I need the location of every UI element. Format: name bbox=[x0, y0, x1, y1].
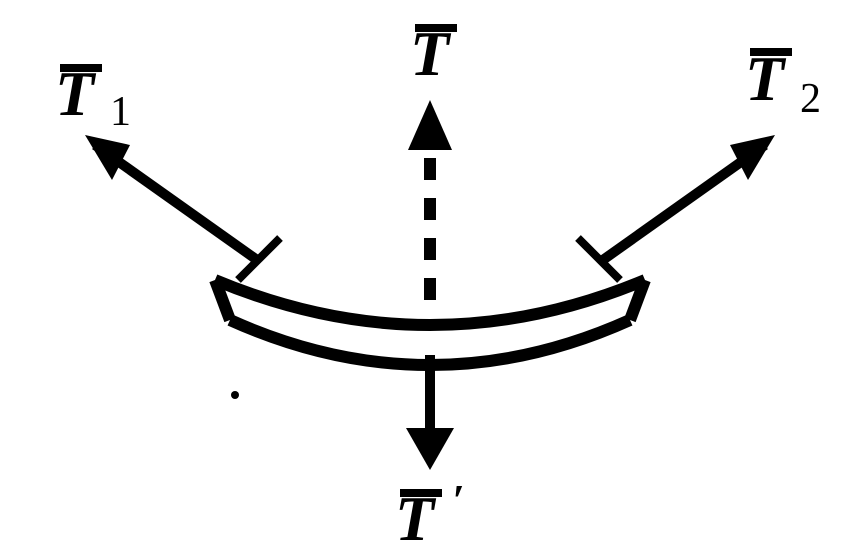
label-T-up: T bbox=[410, 18, 457, 89]
label-T2-sub: 2 bbox=[800, 76, 821, 122]
arrow-T2 bbox=[578, 135, 775, 280]
arrow-T1-head bbox=[85, 135, 130, 180]
label-T-prime-tick: ′ bbox=[452, 476, 464, 525]
arrow-T1 bbox=[85, 135, 280, 280]
arrow-T-up bbox=[408, 100, 452, 300]
arrow-T2-head bbox=[730, 135, 775, 180]
label-T1-text: T bbox=[55, 58, 97, 129]
label-T-prime-text: T bbox=[395, 483, 437, 554]
label-T2: T 2 bbox=[745, 43, 821, 122]
arrow-T-down-head bbox=[406, 428, 454, 470]
label-T1: T 1 bbox=[55, 58, 131, 135]
label-T1-sub: 1 bbox=[110, 89, 131, 135]
arrow-T-up-head bbox=[408, 100, 452, 150]
label-T2-text: T bbox=[745, 43, 787, 114]
label-T-up-text: T bbox=[410, 18, 452, 89]
stray-mark bbox=[231, 391, 239, 399]
arrow-T-down bbox=[406, 355, 454, 470]
label-T-prime: T ′ bbox=[395, 476, 464, 554]
